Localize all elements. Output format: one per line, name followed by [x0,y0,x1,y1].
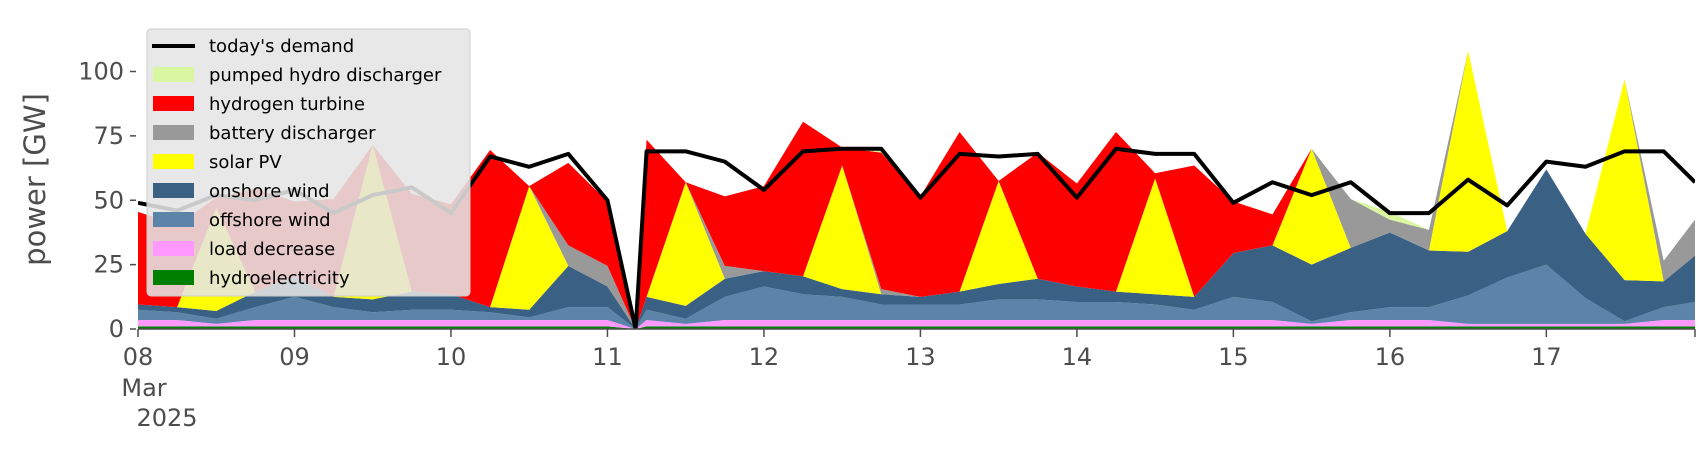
x-tick-month-label: Mar [121,374,166,402]
legend-label: onshore wind [209,181,330,202]
area-hydrogen-turbine [138,50,1695,329]
legend-label: solar PV [209,152,282,173]
legend-swatch [153,183,194,198]
legend-swatch [153,154,194,169]
legend-swatch [153,67,194,82]
legend-box [146,28,471,297]
legend-label: battery discharger [209,123,376,144]
y-tick-label: 100 [78,58,124,86]
y-tick-label: 75 [93,122,124,150]
x-tick-label: 13 [905,343,936,371]
x-tick-label: 12 [749,343,780,371]
legend-item: today's demand [152,36,354,57]
legend-label: offshore wind [209,210,331,231]
y-tick-label: 25 [93,251,124,279]
x-tick-label: 11 [592,343,623,371]
area-load-decrease [138,319,1695,329]
legend-swatch [153,241,194,256]
y-axis-label: power [GW] [18,93,52,266]
x-tick-label: 10 [436,343,467,371]
x-tick-label: 09 [279,343,310,371]
x-tick-label: 17 [1531,343,1562,371]
area-onshore-wind [138,169,1695,329]
legend-label: today's demand [209,36,354,57]
x-tick-label: 16 [1375,343,1406,371]
legend-item: hydrogen turbine [153,94,365,115]
legend-label: hydrogen turbine [209,94,365,115]
x-tick-year-label: 2025 [136,404,197,432]
legend-item: offshore wind [153,210,331,231]
legend-label: hydroelectricity [209,268,350,289]
area-solar-pv [138,50,1695,329]
y-tick-label: 50 [93,186,124,214]
legend-item: solar PV [153,152,282,173]
legend-item: hydroelectricity [153,268,350,289]
x-tick-label: 15 [1218,343,1249,371]
legend-swatch [153,96,194,111]
legend-label: pumped hydro discharger [209,65,442,86]
legend-swatch [153,125,194,140]
legend-swatch [153,212,194,227]
legend-item: load decrease [153,239,335,260]
legend-swatch [153,270,194,285]
legend: today's demand pumped hydro discharger hyd… [146,28,471,297]
x-tick-label: 08 [123,343,154,371]
legend-item: onshore wind [153,181,330,202]
legend-label: load decrease [209,239,335,260]
area-offshore-wind [138,264,1695,329]
x-tick-label: 14 [1062,343,1093,371]
y-tick-label: 0 [109,315,124,343]
legend-item: pumped hydro discharger [153,65,442,86]
legend-item: battery discharger [153,123,376,144]
